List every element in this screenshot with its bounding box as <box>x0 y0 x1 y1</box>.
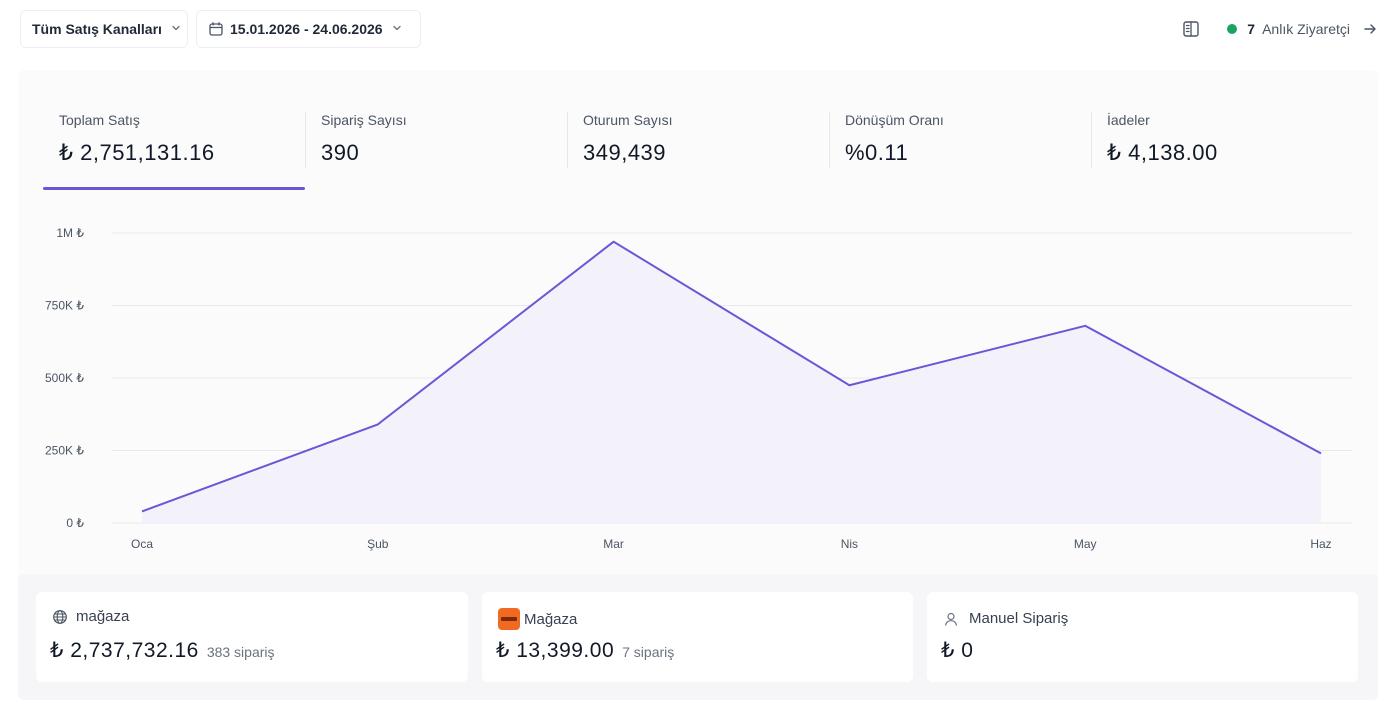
y-tick-label: 750K ₺ <box>45 299 84 313</box>
globe-icon <box>52 609 68 625</box>
channel-card-header: Mağaza <box>498 608 577 630</box>
chevron-down-icon <box>391 21 403 37</box>
y-tick-label: 0 ₺ <box>66 516 84 530</box>
metric-tab-total-sales[interactable]: Toplam Satış ₺ 2,751,131.16 <box>43 92 305 190</box>
sales-channels: mağaza ₺ 2,737,732.16 383 sipariş Mağaza… <box>18 574 1378 700</box>
date-range-picker[interactable]: 15.01.2026 - 24.06.2026 <box>196 10 421 48</box>
x-tick-label: Oca <box>131 537 153 551</box>
channel-name: Mağaza <box>524 610 578 628</box>
channel-amount: ₺ 0 <box>941 639 974 662</box>
y-tick-label: 1M ₺ <box>56 226 84 240</box>
x-tick-label: Nis <box>841 537 858 551</box>
metric-tabs: Toplam Satış ₺ 2,751,131.16 Sipariş Sayı… <box>43 92 1353 190</box>
person-icon <box>943 611 959 627</box>
metric-tab-session-count[interactable]: Oturum Sayısı 349,439 <box>567 92 829 190</box>
metric-label: Oturum Sayısı <box>583 112 673 128</box>
live-status-dot <box>1227 24 1238 34</box>
channel-amount: ₺ 2,737,732.16 <box>50 639 199 662</box>
metric-value: 390 <box>321 140 360 165</box>
channel-name: mağaza <box>76 608 130 625</box>
channel-order-count: 7 sipariş <box>622 644 675 660</box>
chevron-down-icon <box>170 21 182 37</box>
book-icon[interactable] <box>1181 19 1201 39</box>
metric-tab-returns[interactable]: İadeler ₺ 4,138.00 <box>1091 92 1353 190</box>
live-visitor-count: 7 <box>1247 21 1256 37</box>
channel-filter-label: Tüm Satış Kanalları <box>32 21 162 37</box>
metric-value: %0.11 <box>845 140 909 165</box>
channel-amount-row: ₺ 2,737,732.16 383 sipariş <box>50 638 275 663</box>
store-logo-icon <box>498 608 520 630</box>
live-visitors: 7 Anlık Ziyaretçi <box>1181 10 1378 48</box>
series-area <box>142 241 1321 523</box>
metric-label: Toplam Satış <box>59 112 140 128</box>
x-tick-label: Şub <box>367 537 389 551</box>
live-visitor-label[interactable]: Anlık Ziyaretçi <box>1262 21 1350 37</box>
channel-filter-dropdown[interactable]: Tüm Satış Kanalları <box>20 10 188 48</box>
y-tick-label: 500K ₺ <box>45 371 84 385</box>
x-tick-label: Haz <box>1310 537 1331 551</box>
sales-chart-svg: 0 ₺ 250K ₺ 500K ₺ 750K ₺ 1M ₺ Oca Şub Mar Nis May… <box>45 226 1352 551</box>
channel-amount-row: ₺ 13,399.00 7 sipariş <box>496 638 674 663</box>
arrow-right-icon[interactable] <box>1362 21 1378 37</box>
channel-card-header: mağaza <box>52 608 129 625</box>
metric-label: İadeler <box>1107 112 1150 128</box>
metric-tab-conversion-rate[interactable]: Dönüşüm Oranı %0.11 <box>829 92 1091 190</box>
metric-value: 349,439 <box>583 140 667 165</box>
x-tick-label: Mar <box>603 537 624 551</box>
sales-chart: 0 ₺ 250K ₺ 500K ₺ 750K ₺ 1M ₺ Oca Şub Mar Nis May… <box>18 205 1378 555</box>
date-range-label: 15.01.2026 - 24.06.2026 <box>230 21 383 37</box>
channel-amount-row: ₺ 0 <box>941 638 973 663</box>
channel-card-web-store[interactable]: mağaza ₺ 2,737,732.16 383 sipariş <box>36 592 468 682</box>
channel-amount: ₺ 13,399.00 <box>496 639 615 662</box>
metric-value: ₺ 4,138.00 <box>1107 140 1218 165</box>
channel-card-header: Manuel Sipariş <box>943 610 1068 627</box>
top-toolbar: Tüm Satış Kanalları 15.01.2026 - 24.06.2… <box>0 0 1400 62</box>
metric-tab-order-count[interactable]: Sipariş Sayısı 390 <box>305 92 567 190</box>
metric-label: Sipariş Sayısı <box>321 112 407 128</box>
metric-label: Dönüşüm Oranı <box>845 112 944 128</box>
channel-name: Manuel Sipariş <box>969 610 1069 627</box>
x-tick-label: May <box>1074 537 1097 551</box>
y-tick-label: 250K ₺ <box>45 444 84 458</box>
calendar-icon <box>208 21 224 37</box>
series-line <box>141 240 1322 513</box>
channel-card-marketplace-store[interactable]: Mağaza ₺ 13,399.00 7 sipariş <box>482 592 913 682</box>
metric-value: ₺ 2,751,131.16 <box>59 140 215 165</box>
channel-card-manual-order[interactable]: Manuel Sipariş ₺ 0 <box>927 592 1358 682</box>
channel-order-count: 383 sipariş <box>206 644 275 660</box>
